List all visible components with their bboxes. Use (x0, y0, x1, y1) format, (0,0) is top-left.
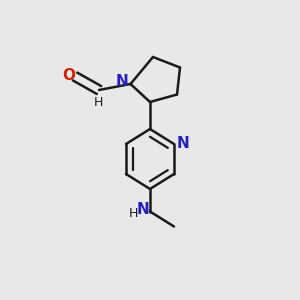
Text: H: H (93, 96, 103, 109)
Text: O: O (62, 68, 75, 82)
Text: N: N (177, 136, 189, 152)
Text: H: H (129, 207, 138, 220)
Text: N: N (137, 202, 150, 217)
Text: N: N (116, 74, 128, 89)
